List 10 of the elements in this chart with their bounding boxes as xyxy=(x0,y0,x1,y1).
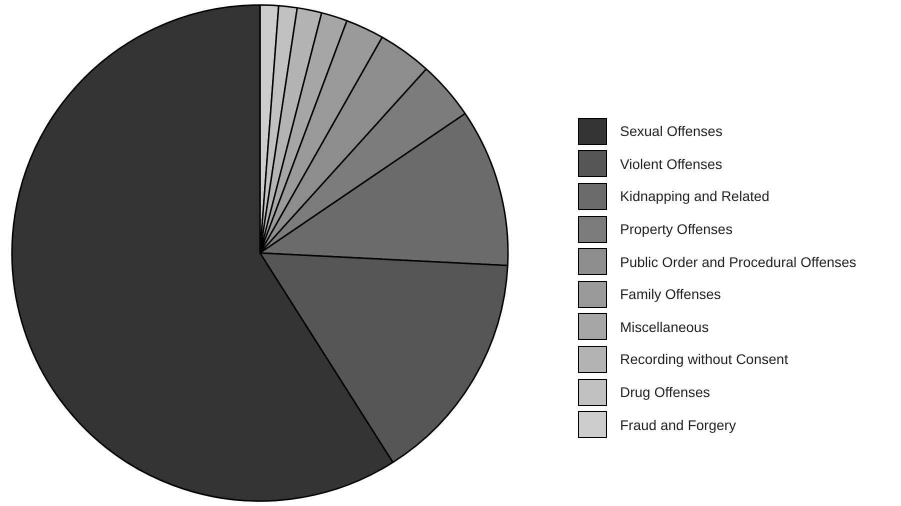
legend-label: Drug Offenses xyxy=(620,384,710,400)
legend-label: Recording without Consent xyxy=(620,351,788,368)
legend-label: Family Offenses xyxy=(620,286,721,302)
legend-label: Sexual Offenses xyxy=(620,123,722,140)
legend-label: Violent Offenses xyxy=(620,156,722,172)
legend-label: Public Order and Procedural Offenses xyxy=(620,254,856,270)
legend-label: Fraud and Forgery xyxy=(620,416,736,433)
legend-label: Property Offenses xyxy=(620,221,733,238)
legend-label: Kidnapping and Related xyxy=(620,188,770,204)
legend-label: Miscellaneous xyxy=(620,318,709,335)
